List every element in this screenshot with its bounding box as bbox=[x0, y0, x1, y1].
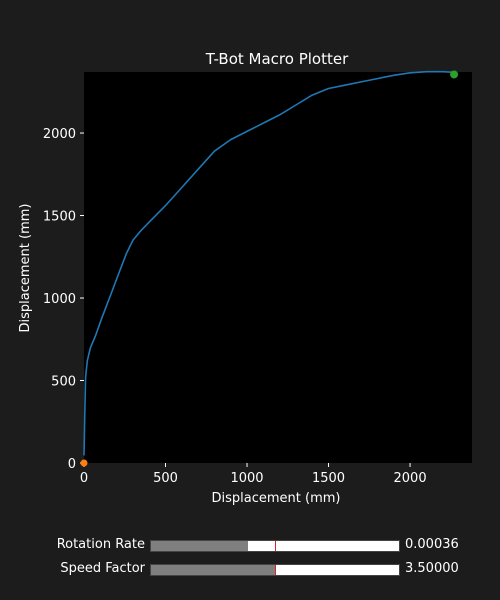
y-tick-label: 500 bbox=[51, 375, 76, 390]
y-axis: 0 500 1000 1500 2000 bbox=[43, 127, 84, 472]
y-tick-label: 0 bbox=[68, 457, 76, 472]
plot-content bbox=[80, 70, 459, 467]
rotation-rate-initial-marker bbox=[275, 541, 276, 551]
rotation-rate-slider-fill bbox=[151, 541, 248, 551]
rotation-rate-label: Rotation Rate bbox=[56, 537, 145, 552]
plot-area[interactable] bbox=[84, 72, 472, 463]
speed-factor-slider[interactable] bbox=[150, 564, 400, 576]
speed-factor-label: Speed Factor bbox=[60, 561, 145, 576]
end-marker bbox=[450, 70, 459, 79]
x-axis-label: Displacement (mm) bbox=[212, 491, 341, 506]
x-tick-label: 1000 bbox=[230, 471, 263, 486]
x-tick-label: 1500 bbox=[312, 471, 345, 486]
y-tick-label: 2000 bbox=[43, 127, 76, 142]
rotation-rate-value: 0.00036 bbox=[405, 537, 459, 552]
start-marker bbox=[80, 459, 88, 467]
path-line bbox=[83, 70, 455, 456]
speed-factor-slider-fill bbox=[151, 565, 275, 575]
speed-factor-slider-row: Speed Factor 3.50000 bbox=[0, 561, 500, 578]
plot-figure: T-Bot Macro Plotter 0 500 1000 1500 2000 0 50… bbox=[18, 50, 472, 506]
speed-factor-value: 3.50000 bbox=[405, 561, 459, 576]
chart-title: T-Bot Macro Plotter bbox=[205, 50, 349, 68]
y-tick-label: 1500 bbox=[43, 210, 76, 225]
x-tick-label: 500 bbox=[153, 471, 178, 486]
speed-factor-initial-marker bbox=[275, 565, 276, 575]
y-tick-label: 1000 bbox=[43, 292, 76, 307]
rotation-rate-slider-row: Rotation Rate 0.00036 bbox=[0, 537, 500, 554]
x-tick-label: 0 bbox=[80, 471, 88, 486]
y-axis-label: Displacement (mm) bbox=[18, 204, 33, 333]
rotation-rate-slider[interactable] bbox=[150, 540, 400, 552]
x-tick-label: 2000 bbox=[394, 471, 427, 486]
x-axis: 0 500 1000 1500 2000 bbox=[80, 463, 427, 486]
